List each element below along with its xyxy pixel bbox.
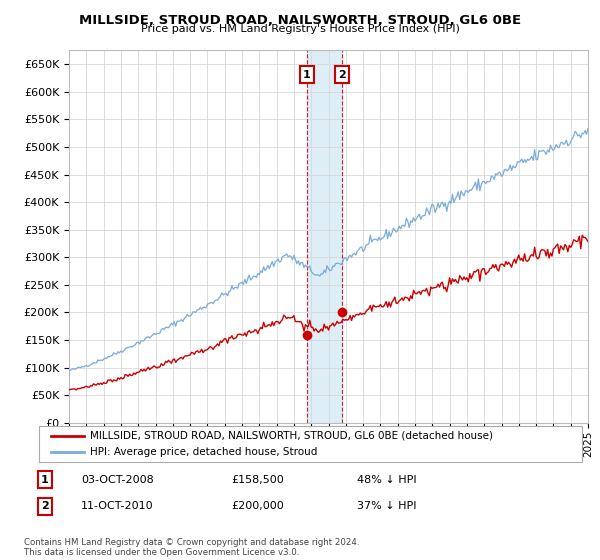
Text: 11-OCT-2010: 11-OCT-2010: [81, 501, 154, 511]
Text: 1: 1: [41, 474, 49, 484]
Text: 2: 2: [41, 501, 49, 511]
Bar: [307, 50, 342, 423]
Text: 37% ↓ HPI: 37% ↓ HPI: [357, 501, 416, 511]
Text: £200,000: £200,000: [231, 501, 284, 511]
Text: MILLSIDE, STROUD ROAD, NAILSWORTH, STROUD, GL6 0BE (detached house): MILLSIDE, STROUD ROAD, NAILSWORTH, STROU…: [90, 431, 493, 441]
Text: MILLSIDE, STROUD ROAD, NAILSWORTH, STROUD, GL6 0BE: MILLSIDE, STROUD ROAD, NAILSWORTH, STROU…: [79, 14, 521, 27]
Text: 03-OCT-2008: 03-OCT-2008: [81, 474, 154, 484]
Text: 48% ↓ HPI: 48% ↓ HPI: [357, 474, 416, 484]
Text: 2: 2: [338, 69, 346, 80]
Text: Price paid vs. HM Land Registry's House Price Index (HPI): Price paid vs. HM Land Registry's House …: [140, 24, 460, 34]
Text: Contains HM Land Registry data © Crown copyright and database right 2024.
This d: Contains HM Land Registry data © Crown c…: [24, 538, 359, 557]
Text: HPI: Average price, detached house, Stroud: HPI: Average price, detached house, Stro…: [90, 447, 317, 457]
Text: £158,500: £158,500: [231, 474, 284, 484]
Text: 1: 1: [303, 69, 311, 80]
